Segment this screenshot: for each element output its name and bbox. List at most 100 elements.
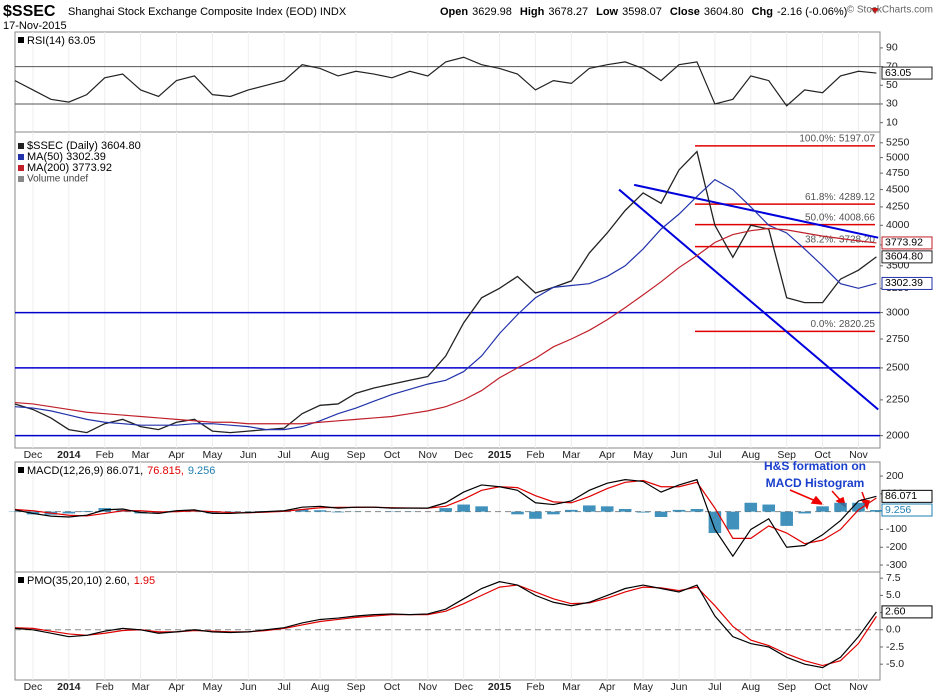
x-tick-label: Sep <box>347 681 366 693</box>
x-tick-label: Apr <box>168 681 185 693</box>
x-tick-label: Jul <box>277 449 290 461</box>
y-tick-label: 200 <box>886 470 904 482</box>
last-value-label: 3604.80 <box>885 251 923 263</box>
y-tick-label: 7.5 <box>886 572 901 584</box>
legend: MACD(12,26,9) 86.071, 76.815, 9.256 <box>27 465 215 477</box>
y-tick-label: 4000 <box>886 219 910 231</box>
x-tick-label: Jul <box>708 449 721 461</box>
x-tick-label: Aug <box>311 681 330 693</box>
x-tick-label: Apr <box>168 449 185 461</box>
x-tick-label: Sep <box>777 449 796 461</box>
x-tick-label: Apr <box>599 449 616 461</box>
x-tick-label: Jul <box>708 681 721 693</box>
histogram-bar <box>672 509 686 512</box>
legend-text: 1.95 <box>134 575 155 587</box>
last-value-box <box>881 66 933 80</box>
histogram-bar <box>870 510 883 512</box>
credit: © StockCharts.com <box>847 5 933 16</box>
last-value-box <box>881 276 933 290</box>
histogram-bar <box>475 506 488 512</box>
x-tick-label: Nov <box>418 449 437 461</box>
series-line <box>14 479 877 545</box>
quote-value: -2.16 (-0.06%) <box>777 6 847 18</box>
x-tick-label: Nov <box>849 681 868 693</box>
histogram-bar <box>565 509 578 512</box>
x-tick-label: Feb <box>526 449 544 461</box>
last-value-label: 3302.39 <box>885 277 923 289</box>
legend-entry: Volume undef <box>27 174 88 185</box>
fib-label: 38.2%: 3728.20 <box>805 234 875 245</box>
x-tick-label: Nov <box>849 449 868 461</box>
date: 17-Nov-2015 <box>3 20 67 32</box>
quote-label: High <box>520 6 545 18</box>
x-tick-label: Dec <box>454 681 473 693</box>
y-tick-label: -200 <box>886 541 907 553</box>
last-value-label: 86.071 <box>885 490 917 502</box>
quote-label: Open <box>440 6 468 18</box>
last-value-label: 2.60 <box>885 606 906 618</box>
legend-swatch <box>18 467 24 473</box>
histogram-bar <box>547 511 560 515</box>
fib-label: 100.0%: 5197.07 <box>799 134 875 145</box>
y-tick-label: 3000 <box>886 306 910 318</box>
y-tick-label: 2250 <box>886 394 910 406</box>
last-value-label: 3773.92 <box>885 237 923 249</box>
legend-swatch <box>18 165 24 171</box>
quote-value: 3598.07 <box>622 6 662 18</box>
histogram-bar <box>636 511 650 513</box>
x-tick-label: 2015 <box>488 449 512 461</box>
quote-label: Close <box>670 6 700 18</box>
annotation: MACD Histogram <box>766 476 865 490</box>
quote-value: 3629.98 <box>472 6 512 18</box>
histogram-bar <box>331 511 345 513</box>
histogram-bar <box>798 511 811 514</box>
x-tick-label: Dec <box>24 681 43 693</box>
x-tick-label: Dec <box>24 449 43 461</box>
y-tick-label: 5250 <box>886 137 910 149</box>
x-tick-label: Feb <box>96 449 114 461</box>
series-line <box>14 56 877 107</box>
legend-text: 76.815, <box>147 465 184 477</box>
y-tick-label: 4750 <box>886 167 910 179</box>
histogram-bar <box>654 511 668 517</box>
legend-entry: $SSEC (Daily) 3604.80 <box>27 140 141 152</box>
legend-entry: MA(50) 3302.39 <box>27 151 106 163</box>
histogram-bar <box>62 511 76 514</box>
last-value-box <box>881 236 933 250</box>
x-tick-label: Jun <box>240 449 257 461</box>
histogram-bar <box>762 504 776 512</box>
y-tick-label: 90 <box>886 42 898 54</box>
x-tick-label: Aug <box>311 449 330 461</box>
legend-text: RSI(14) 63.05 <box>27 35 95 47</box>
x-tick-label: Aug <box>741 681 760 693</box>
histogram-bar <box>511 511 524 515</box>
x-tick-label: Oct <box>814 449 830 461</box>
x-tick-label: 2014 <box>57 681 81 693</box>
legend-entry: MA(200) 3773.92 <box>27 162 112 174</box>
annotation: H&S formation on <box>764 459 866 473</box>
y-tick-label: 4250 <box>886 201 910 213</box>
x-tick-label: 2015 <box>488 681 512 693</box>
histogram-bar <box>834 502 847 512</box>
series-line <box>14 584 877 667</box>
x-tick-label: Mar <box>132 449 151 461</box>
trendline <box>633 183 879 239</box>
fib-label: 50.0%: 4008.66 <box>805 212 875 223</box>
histogram-bar <box>295 509 309 512</box>
legend-swatch <box>18 37 24 43</box>
last-value-box <box>881 503 933 517</box>
histogram-bar <box>439 508 452 512</box>
quote-value: 3678.27 <box>548 6 588 18</box>
x-tick-label: Aug <box>741 449 760 461</box>
x-tick-label: Sep <box>777 681 796 693</box>
legend: PMO(35,20,10) 2.60, 1.95 <box>27 575 155 587</box>
legend-swatch <box>18 154 24 160</box>
series-line <box>14 227 877 425</box>
quote-label: Chg <box>752 6 773 18</box>
last-value-box <box>881 489 933 503</box>
histogram-bar <box>852 502 865 512</box>
series-line <box>14 581 877 669</box>
x-tick-label: Mar <box>562 449 581 461</box>
y-tick-label: 2500 <box>886 362 910 374</box>
x-tick-label: Oct <box>814 681 830 693</box>
